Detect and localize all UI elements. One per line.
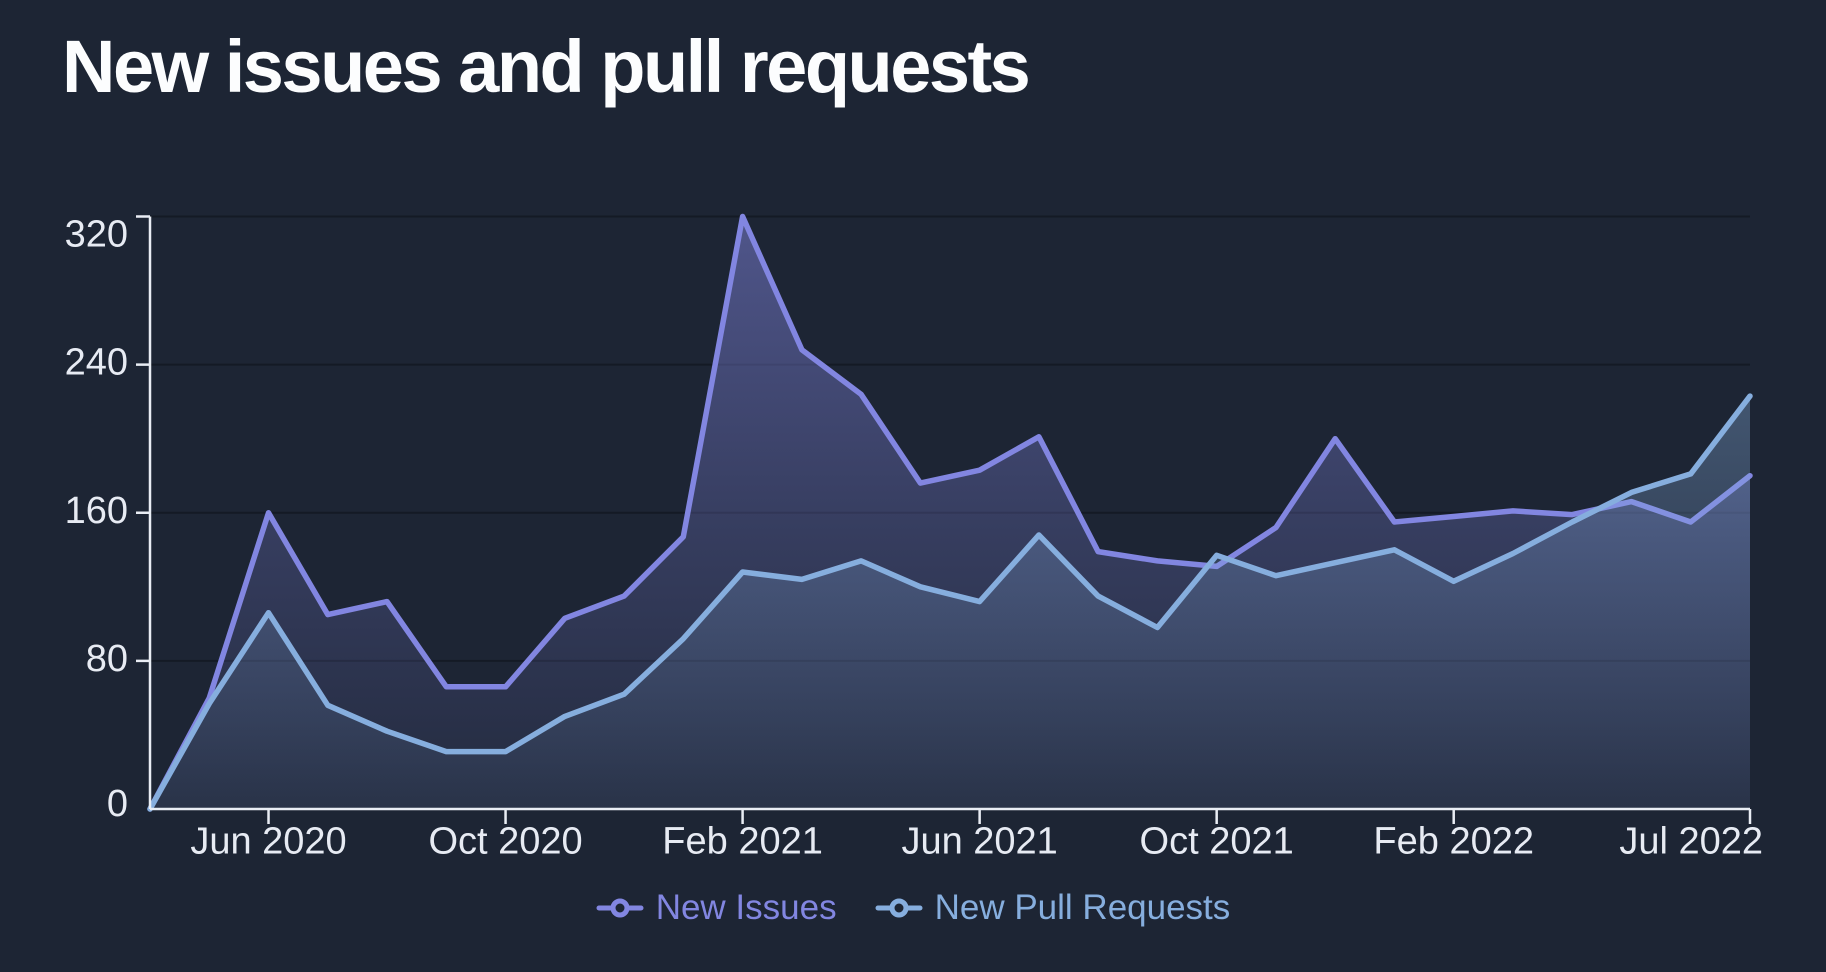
line-circle-icon <box>875 898 923 918</box>
y-axis-tick-label: 240 <box>65 342 128 384</box>
x-axis-tick-label: Feb 2022 <box>1373 820 1534 862</box>
y-axis-tick-label: 320 <box>65 214 128 256</box>
legend-item-new-pull-requests[interactable]: New Pull Requests <box>875 888 1231 928</box>
y-axis-tick-label: 0 <box>107 783 128 825</box>
y-axis-tick-label: 160 <box>65 490 128 532</box>
x-axis-tick-label: Oct 2020 <box>428 820 582 862</box>
series-line-new-issues <box>147 213 1753 812</box>
series-area-new-pull-requests <box>150 396 1750 809</box>
page-title: New issues and pull requests <box>62 25 1031 108</box>
chart-legend: New Issues New Pull Requests <box>0 888 1826 928</box>
x-axis-tick-label: Oct 2021 <box>1140 820 1294 862</box>
legend-label-new-issues: New Issues <box>655 888 837 927</box>
plot-hover-area[interactable] <box>150 217 1750 810</box>
x-axis-tick-label: Jul 2022 <box>1619 820 1763 862</box>
x-axis-tick-label: Jun 2020 <box>190 820 346 862</box>
x-axis-tick-label: Feb 2021 <box>662 820 823 862</box>
series-line-new-pull-requests <box>147 393 1753 812</box>
y-axis-tick-label: 80 <box>86 638 128 680</box>
line-circle-icon <box>596 898 644 918</box>
legend-item-new-issues[interactable]: New Issues <box>596 888 837 928</box>
x-axis-tick-label: Jun 2021 <box>901 820 1057 862</box>
legend-label-new-pull-requests: New Pull Requests <box>934 888 1231 927</box>
